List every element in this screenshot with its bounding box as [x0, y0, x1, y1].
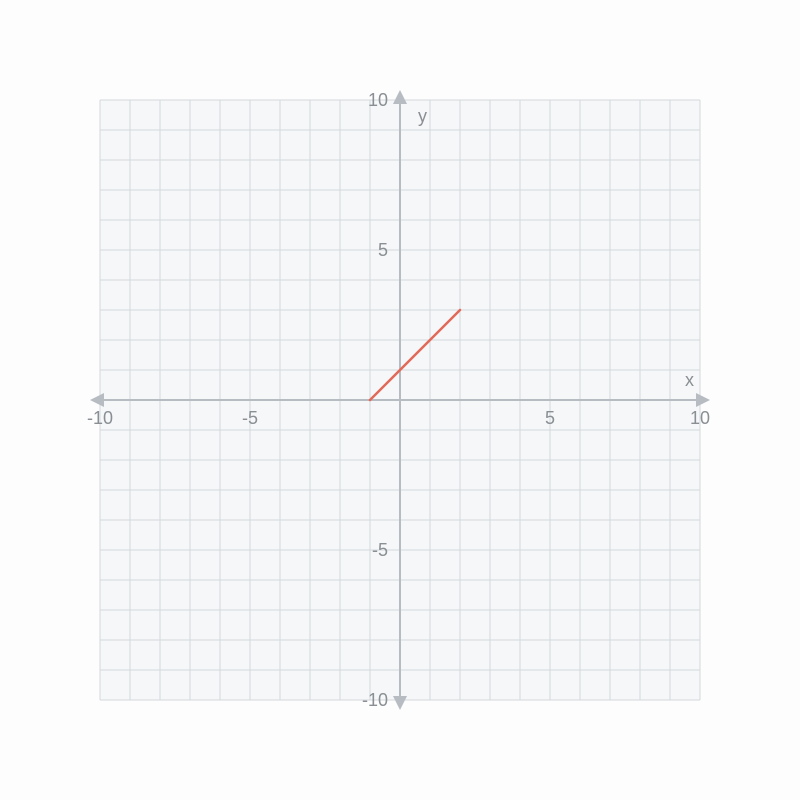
y-tick-label: -5: [372, 540, 388, 560]
x-tick-label: -5: [242, 408, 258, 428]
cartesian-chart: -10 -5 5 10 -10 -5 5 10 y x: [60, 60, 740, 740]
y-tick-label: 5: [378, 240, 388, 260]
x-tick-label: -10: [87, 408, 113, 428]
axis-arrow-icon: [90, 393, 104, 407]
axis-arrow-icon: [696, 393, 710, 407]
y-axis-label: y: [418, 106, 427, 126]
axis-arrow-icon: [393, 90, 407, 104]
y-tick-label: 10: [368, 90, 388, 110]
chart-container: -10 -5 5 10 -10 -5 5 10 y x: [0, 0, 800, 800]
axis-arrow-icon: [393, 696, 407, 710]
x-axis-label: x: [685, 370, 694, 390]
x-tick-label: 10: [690, 408, 710, 428]
x-tick-label: 5: [545, 408, 555, 428]
y-tick-label: -10: [362, 690, 388, 710]
